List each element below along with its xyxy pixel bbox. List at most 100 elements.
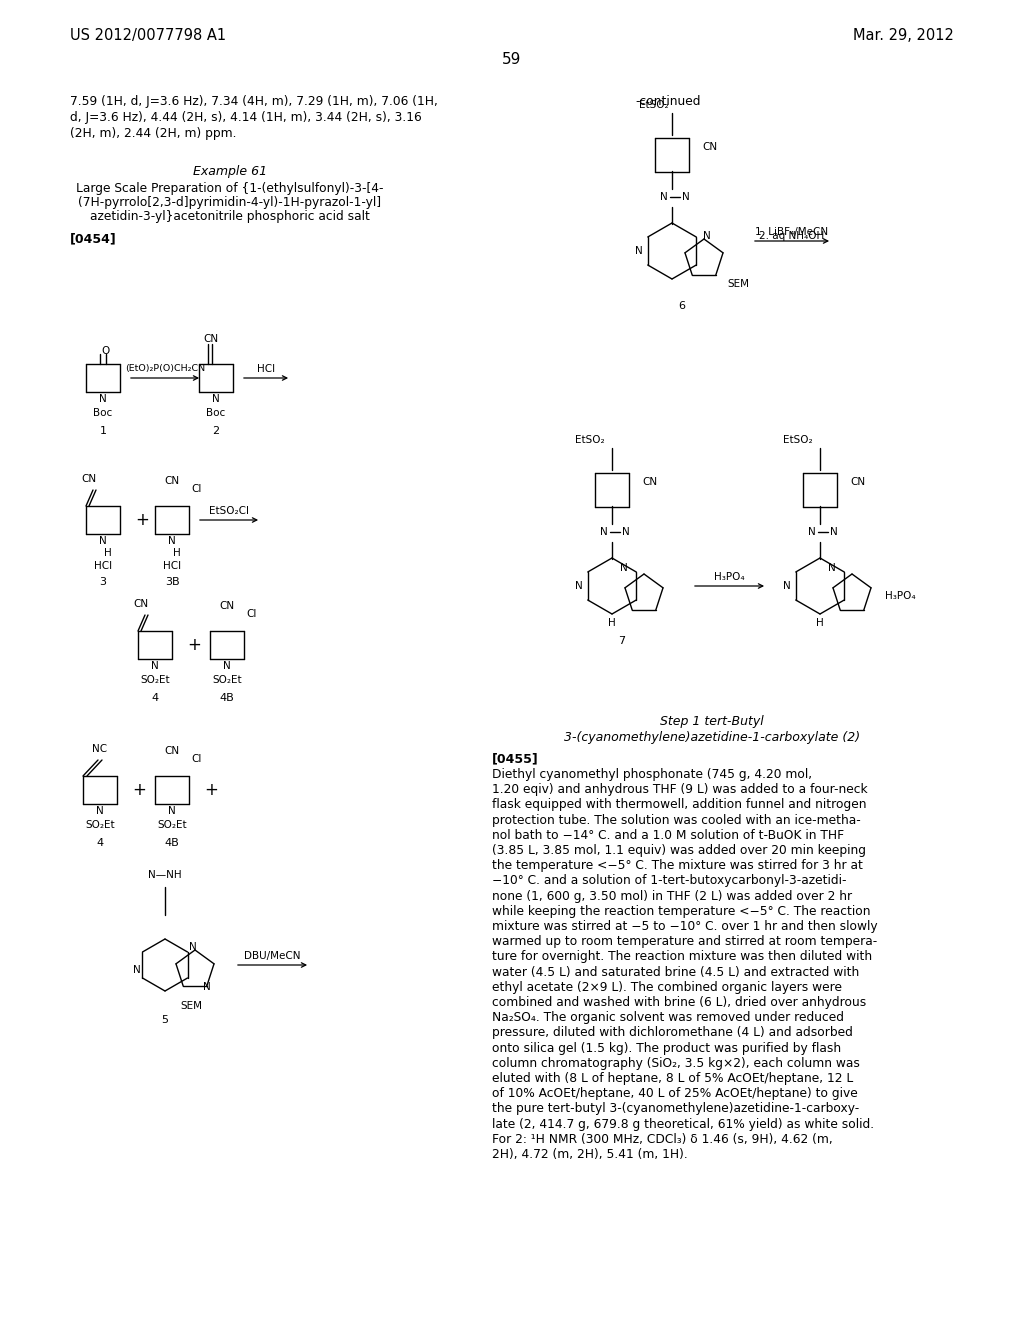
Text: O: O (101, 346, 110, 356)
Text: SO₂Et: SO₂Et (140, 675, 170, 685)
Text: Step 1 tert-Butyl: Step 1 tert-Butyl (660, 715, 764, 729)
Text: 4B: 4B (165, 838, 179, 847)
Text: H₃PO₄: H₃PO₄ (714, 572, 744, 582)
Text: +: + (135, 511, 148, 529)
Text: none (1, 600 g, 3.50 mol) in THF (2 L) was added over 2 hr: none (1, 600 g, 3.50 mol) in THF (2 L) w… (492, 890, 852, 903)
Text: N: N (203, 982, 211, 993)
Text: EtSO₂: EtSO₂ (575, 436, 605, 445)
Text: nol bath to −14° C. and a 1.0 M solution of t-BuOK in THF: nol bath to −14° C. and a 1.0 M solution… (492, 829, 844, 842)
Text: CN: CN (81, 474, 96, 484)
Text: N: N (212, 393, 220, 404)
Text: N—NH: N—NH (148, 870, 182, 880)
Text: 3-(cyanomethylene)azetidine-1-carboxylate (2): 3-(cyanomethylene)azetidine-1-carboxylat… (564, 731, 860, 744)
Text: SO₂Et: SO₂Et (158, 820, 186, 830)
Text: CN: CN (133, 599, 148, 609)
Text: EtSO₂: EtSO₂ (639, 100, 669, 110)
Text: (2H, m), 2.44 (2H, m) ppm.: (2H, m), 2.44 (2H, m) ppm. (70, 127, 237, 140)
Text: H: H (816, 618, 824, 628)
Text: EtSO₂: EtSO₂ (783, 436, 813, 445)
Text: [0455]: [0455] (492, 752, 539, 766)
Text: CN: CN (165, 477, 179, 486)
Text: Na₂SO₄. The organic solvent was removed under reduced: Na₂SO₄. The organic solvent was removed … (492, 1011, 844, 1024)
Text: N: N (783, 581, 791, 591)
Text: 4: 4 (152, 693, 159, 704)
Text: N: N (600, 527, 608, 537)
Text: 3B: 3B (165, 577, 179, 587)
Text: 2H), 4.72 (m, 2H), 5.41 (m, 1H).: 2H), 4.72 (m, 2H), 5.41 (m, 1H). (492, 1148, 688, 1162)
Text: H: H (104, 548, 112, 558)
Text: mixture was stirred at −5 to −10° C. over 1 hr and then slowly: mixture was stirred at −5 to −10° C. ove… (492, 920, 878, 933)
Text: Cl: Cl (191, 754, 202, 764)
Text: column chromatography (SiO₂, 3.5 kg×2), each column was: column chromatography (SiO₂, 3.5 kg×2), … (492, 1057, 860, 1069)
Text: −10° C. and a solution of 1-tert-butoxycarbonyl-3-azetidi-: −10° C. and a solution of 1-tert-butoxyc… (492, 874, 847, 887)
Text: of 10% AcOEt/heptane, 40 L of 25% AcOEt/heptane) to give: of 10% AcOEt/heptane, 40 L of 25% AcOEt/… (492, 1088, 858, 1100)
Text: the pure tert-butyl 3-(cyanomethylene)azetidine-1-carboxy-: the pure tert-butyl 3-(cyanomethylene)az… (492, 1102, 859, 1115)
Text: (7H-pyrrolo[2,3-d]pyrimidin-4-yl)-1H-pyrazol-1-yl]: (7H-pyrrolo[2,3-d]pyrimidin-4-yl)-1H-pyr… (79, 195, 382, 209)
Text: For 2: ¹H NMR (300 MHz, CDCl₃) δ 1.46 (s, 9H), 4.62 (m,: For 2: ¹H NMR (300 MHz, CDCl₃) δ 1.46 (s… (492, 1133, 833, 1146)
Text: N: N (808, 527, 816, 537)
Text: warmed up to room temperature and stirred at room tempera-: warmed up to room temperature and stirre… (492, 935, 878, 948)
Text: ethyl acetate (2×9 L). The combined organic layers were: ethyl acetate (2×9 L). The combined orga… (492, 981, 842, 994)
Text: pressure, diluted with dichloromethane (4 L) and adsorbed: pressure, diluted with dichloromethane (… (492, 1027, 853, 1039)
Text: H: H (173, 548, 181, 558)
Text: 2. aq NH₄OH: 2. aq NH₄OH (760, 231, 824, 242)
Text: CN: CN (850, 477, 865, 487)
Text: NC: NC (92, 744, 108, 754)
Text: H₃PO₄: H₃PO₄ (885, 591, 915, 601)
Text: Diethyl cyanomethyl phosphonate (745 g, 4.20 mol,: Diethyl cyanomethyl phosphonate (745 g, … (492, 768, 812, 781)
Text: HCl: HCl (94, 561, 112, 572)
Text: N: N (575, 581, 583, 591)
Text: N: N (99, 536, 106, 546)
Text: Cl: Cl (246, 609, 256, 619)
Text: d, J=3.6 Hz), 4.44 (2H, s), 4.14 (1H, m), 3.44 (2H, s), 3.16: d, J=3.6 Hz), 4.44 (2H, s), 4.14 (1H, m)… (70, 111, 422, 124)
Text: 1.20 eqiv) and anhydrous THF (9 L) was added to a four-neck: 1.20 eqiv) and anhydrous THF (9 L) was a… (492, 783, 867, 796)
Text: combined and washed with brine (6 L), dried over anhydrous: combined and washed with brine (6 L), dr… (492, 997, 866, 1008)
Text: CN: CN (219, 601, 234, 611)
Text: N: N (703, 231, 711, 242)
Text: Large Scale Preparation of {1-(ethylsulfonyl)-3-[4-: Large Scale Preparation of {1-(ethylsulf… (76, 182, 384, 195)
Text: N: N (96, 807, 103, 816)
Text: Cl: Cl (191, 484, 202, 494)
Text: DBU/MeCN: DBU/MeCN (244, 950, 300, 961)
Text: SEM: SEM (727, 279, 749, 289)
Text: while keeping the reaction temperature <−5° C. The reaction: while keeping the reaction temperature <… (492, 904, 870, 917)
Text: 6: 6 (679, 301, 685, 312)
Text: N: N (223, 661, 230, 671)
Text: 1: 1 (99, 426, 106, 436)
Text: N: N (622, 527, 630, 537)
Text: N: N (152, 661, 159, 671)
Text: N: N (682, 191, 690, 202)
Text: (3.85 L, 3.85 mol, 1.1 equiv) was added over 20 min keeping: (3.85 L, 3.85 mol, 1.1 equiv) was added … (492, 843, 866, 857)
Text: N: N (830, 527, 838, 537)
Text: SO₂Et: SO₂Et (85, 820, 115, 830)
Text: CN: CN (702, 143, 717, 152)
Text: N: N (635, 246, 643, 256)
Text: 5: 5 (162, 1015, 169, 1026)
Text: eluted with (8 L of heptane, 8 L of 5% AcOEt/heptane, 12 L: eluted with (8 L of heptane, 8 L of 5% A… (492, 1072, 853, 1085)
Text: Boc: Boc (93, 408, 113, 418)
Text: HCl: HCl (163, 561, 181, 572)
Text: late (2, 414.7 g, 679.8 g theoretical, 61% yield) as white solid.: late (2, 414.7 g, 679.8 g theoretical, 6… (492, 1118, 874, 1131)
Text: flask equipped with thermowell, addition funnel and nitrogen: flask equipped with thermowell, addition… (492, 799, 866, 812)
Text: CN: CN (204, 334, 218, 345)
Text: 1. LiBF₄/MeCN: 1. LiBF₄/MeCN (756, 227, 828, 238)
Text: N: N (99, 393, 106, 404)
Text: 3: 3 (99, 577, 106, 587)
Text: 2: 2 (212, 426, 219, 436)
Text: CN: CN (165, 746, 179, 756)
Text: N: N (168, 807, 176, 816)
Text: water (4.5 L) and saturated brine (4.5 L) and extracted with: water (4.5 L) and saturated brine (4.5 L… (492, 966, 859, 978)
Text: N: N (168, 536, 176, 546)
Text: N: N (189, 942, 197, 952)
Text: CN: CN (642, 477, 657, 487)
Text: the temperature <−5° C. The mixture was stirred for 3 hr at: the temperature <−5° C. The mixture was … (492, 859, 863, 873)
Text: +: + (187, 636, 201, 653)
Text: SEM: SEM (180, 1001, 202, 1011)
Text: Mar. 29, 2012: Mar. 29, 2012 (853, 28, 954, 44)
Text: N: N (660, 191, 668, 202)
Text: 4: 4 (96, 838, 103, 847)
Text: [0454]: [0454] (70, 232, 117, 246)
Text: SO₂Et: SO₂Et (212, 675, 242, 685)
Text: azetidin-3-yl}acetonitrile phosphoric acid salt: azetidin-3-yl}acetonitrile phosphoric ac… (90, 210, 370, 223)
Text: Boc: Boc (207, 408, 225, 418)
